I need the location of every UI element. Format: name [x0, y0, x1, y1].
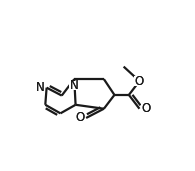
FancyBboxPatch shape: [134, 76, 145, 86]
FancyBboxPatch shape: [35, 82, 45, 93]
Text: O: O: [75, 111, 84, 124]
Text: N: N: [70, 79, 79, 92]
Text: N: N: [36, 81, 44, 94]
Text: O: O: [75, 111, 84, 124]
Text: O: O: [141, 102, 151, 115]
FancyBboxPatch shape: [69, 81, 80, 90]
Text: N: N: [36, 81, 44, 94]
Text: N: N: [70, 79, 79, 92]
Text: O: O: [135, 75, 144, 88]
Text: O: O: [141, 102, 151, 115]
FancyBboxPatch shape: [74, 113, 85, 123]
Text: O: O: [135, 75, 144, 88]
FancyBboxPatch shape: [141, 104, 151, 113]
